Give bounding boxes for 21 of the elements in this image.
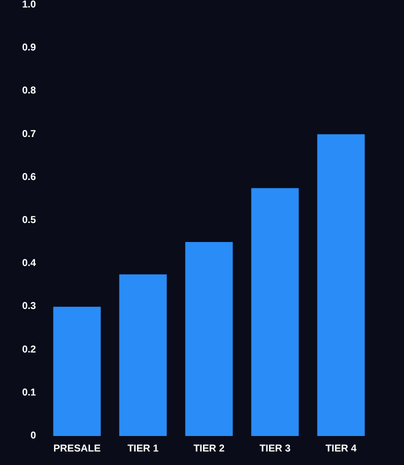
y-tick-label: 1.0 bbox=[22, 0, 36, 10]
y-tick-label: 0.3 bbox=[22, 301, 36, 312]
bar bbox=[251, 188, 299, 436]
y-tick-label: 0.9 bbox=[22, 42, 36, 54]
y-tick-label: 0.2 bbox=[22, 344, 36, 356]
y-tick-label: 0.5 bbox=[22, 215, 36, 226]
x-tick-label: TIER 4 bbox=[325, 444, 357, 454]
bar bbox=[185, 242, 233, 436]
y-tick-label: 0.8 bbox=[22, 86, 36, 97]
bar bbox=[317, 134, 365, 436]
bar bbox=[53, 306, 101, 436]
y-tick-label: 0.1 bbox=[22, 387, 36, 398]
y-tick-label: 0.7 bbox=[22, 128, 36, 140]
x-tick-label: PRESALE bbox=[53, 444, 101, 454]
y-tick-label: 0.6 bbox=[22, 172, 36, 183]
x-tick-label: TIER 3 bbox=[259, 444, 291, 454]
x-tick-label: TIER 2 bbox=[193, 444, 225, 454]
y-tick-label: 0.4 bbox=[22, 258, 36, 270]
y-tick-label: 0 bbox=[30, 430, 36, 442]
x-tick-label: TIER 1 bbox=[127, 444, 159, 454]
bar bbox=[119, 274, 167, 436]
